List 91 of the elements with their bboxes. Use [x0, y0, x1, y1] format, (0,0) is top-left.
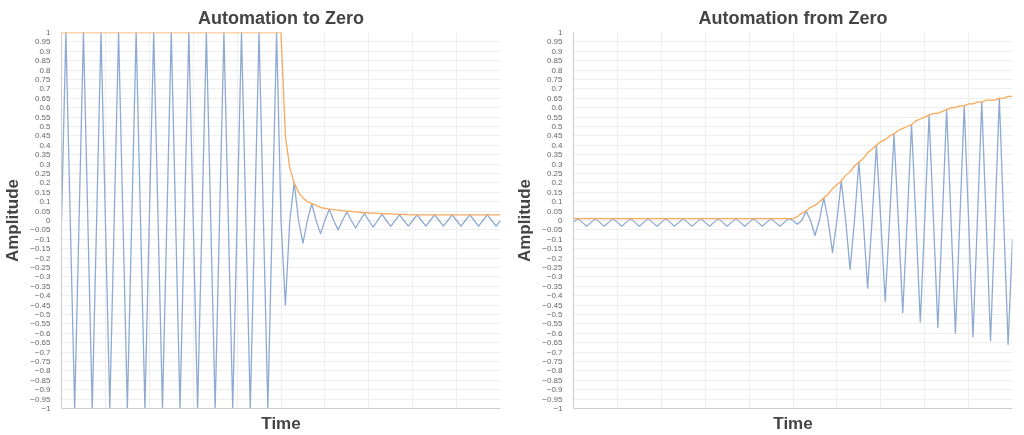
y-tick-label: −0.95 — [542, 394, 564, 404]
y-tick-label: 0.4 — [39, 140, 52, 150]
y-tick-label: 0.5 — [39, 122, 52, 131]
y-tick-label: −0.5 — [34, 310, 52, 319]
y-tick-label: 0.25 — [546, 169, 564, 178]
y-tick-label: 0.2 — [551, 178, 564, 188]
y-tick-label: 0.75 — [546, 75, 564, 84]
y-tick-label: −0.05 — [542, 225, 564, 235]
y-tick-label: −0.25 — [30, 263, 52, 272]
y-tick-label: −0.55 — [30, 319, 52, 329]
y-tick-label: −1 — [553, 404, 564, 413]
y-tick-label: 0.85 — [34, 56, 52, 66]
y-tick-label: −0.65 — [542, 338, 564, 348]
y-tick-label: 0.85 — [546, 56, 564, 66]
y-tick-label: −0.9 — [546, 385, 564, 395]
y-tick-label: 0.1 — [551, 197, 564, 207]
y-tick-label: −0.2 — [34, 253, 52, 263]
y-tick-label: 0.05 — [546, 206, 564, 216]
line-series — [573, 97, 1013, 346]
x-axis-title: Time — [773, 413, 813, 433]
line-series — [573, 95, 1013, 220]
y-tick-label: −0.7 — [546, 347, 564, 357]
y-axis-title: Amplitude — [515, 178, 535, 263]
y-tick-label: 0.3 — [551, 159, 564, 169]
y-tick-label: −0.2 — [546, 253, 564, 263]
y-tick-label: −0.05 — [30, 225, 52, 235]
y-tick-label: −0.25 — [542, 263, 564, 272]
y-tick-label: −0.6 — [34, 328, 52, 338]
y-tick-label: 0.3 — [39, 159, 52, 169]
y-tick-label: −0.35 — [542, 281, 564, 291]
y-tick-label: −0.1 — [546, 234, 564, 244]
y-tick-label: −0.15 — [30, 244, 52, 254]
y-tick-label: −0.75 — [30, 357, 52, 366]
y-tick-label: 0.1 — [39, 197, 52, 207]
y-tick-label: 1 — [558, 28, 564, 37]
y-tick-label: 0.25 — [34, 169, 52, 178]
y-axis-title: Amplitude — [3, 178, 23, 263]
y-tick-label: 0.6 — [39, 103, 52, 113]
y-tick-label: −0.45 — [542, 300, 564, 310]
y-tick-label: 0.95 — [546, 37, 564, 47]
y-tick-label: 0.9 — [39, 46, 52, 56]
y-tick-label: 0.15 — [546, 187, 564, 197]
y-tick-label: 0.9 — [551, 46, 564, 56]
x-axis-title: Time — [261, 413, 301, 433]
y-tick-label: −0.4 — [546, 291, 564, 301]
y-tick-label: 0.15 — [34, 187, 52, 197]
y-tick-label: 0.45 — [546, 131, 564, 141]
y-tick-label: −0.65 — [30, 338, 52, 348]
y-tick-label: −0.55 — [542, 319, 564, 329]
y-tick-label: 0.7 — [551, 84, 564, 94]
y-tick-label: 0.7 — [39, 84, 52, 94]
y-tick-label: 0 — [558, 216, 564, 225]
y-tick-label: −0.8 — [34, 366, 52, 376]
y-tick-label: 0 — [46, 216, 52, 225]
y-tick-label: 0.55 — [34, 112, 52, 122]
y-tick-label: −0.3 — [34, 272, 52, 282]
y-tick-label: −0.85 — [30, 375, 52, 385]
y-tick-label: 0.55 — [546, 112, 564, 122]
y-tick-label: 0.8 — [551, 65, 564, 75]
y-tick-label: −0.6 — [546, 328, 564, 338]
y-tick-label: −0.1 — [34, 234, 52, 244]
y-tick-label: −0.5 — [546, 310, 564, 319]
y-tick-label: −0.75 — [542, 357, 564, 366]
y-tick-label: 0.35 — [546, 150, 564, 160]
y-tick-label: 0.4 — [551, 140, 564, 150]
y-tick-label: −0.85 — [542, 375, 564, 385]
y-tick-label: 1 — [46, 28, 52, 37]
y-tick-label: 0.6 — [551, 103, 564, 113]
y-tick-label: 0.35 — [34, 150, 52, 160]
y-tick-label: −0.8 — [546, 366, 564, 376]
y-tick-label: 0.95 — [34, 37, 52, 47]
y-tick-label: 0.8 — [39, 65, 52, 75]
y-tick-label: 0.05 — [34, 206, 52, 216]
chart-title: Automation from Zero — [698, 7, 888, 28]
chart-title: Automation to Zero — [198, 7, 364, 28]
y-tick-label: −0.3 — [546, 272, 564, 282]
y-tick-label: −0.7 — [34, 347, 52, 357]
y-tick-label: −0.15 — [542, 244, 564, 254]
y-tick-label: −0.35 — [30, 281, 52, 291]
y-tick-label: −0.45 — [30, 300, 52, 310]
y-tick-label: −0.9 — [34, 385, 52, 395]
y-tick-label: 0.5 — [551, 122, 564, 131]
y-tick-label: 0.65 — [546, 93, 564, 103]
y-tick-label: 0.2 — [39, 178, 52, 188]
y-tick-label: 0.45 — [34, 131, 52, 141]
y-tick-label: −1 — [41, 404, 52, 413]
y-tick-label: 0.65 — [34, 93, 52, 103]
line-series — [61, 32, 501, 409]
y-tick-label: −0.95 — [30, 394, 52, 404]
y-tick-label: 0.75 — [34, 75, 52, 84]
y-tick-label: −0.4 — [34, 291, 52, 301]
